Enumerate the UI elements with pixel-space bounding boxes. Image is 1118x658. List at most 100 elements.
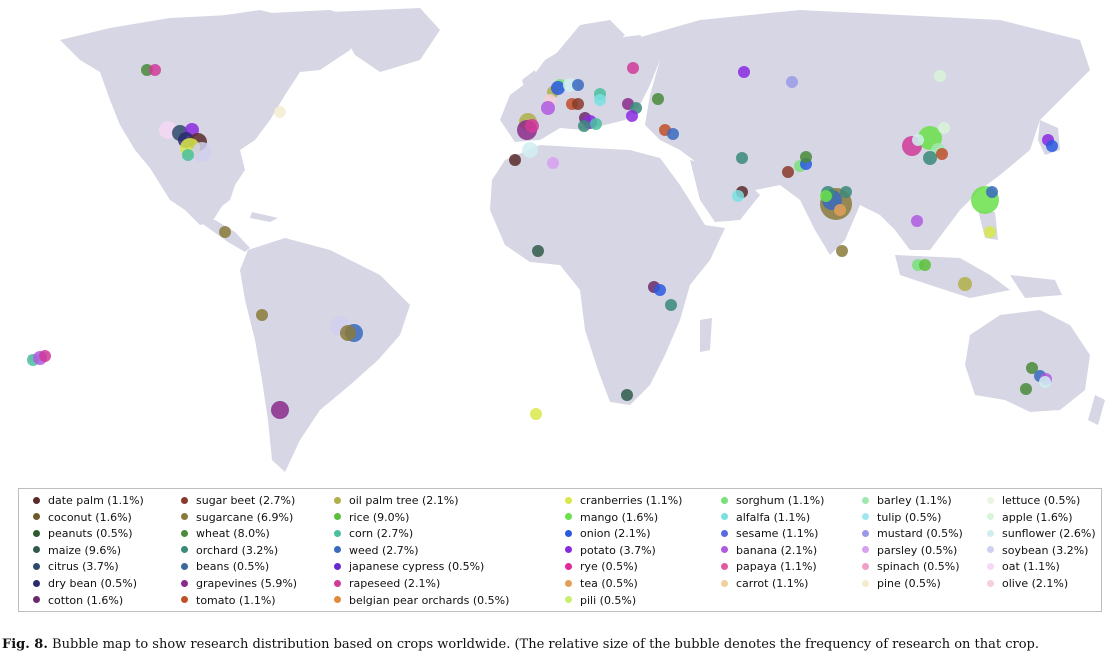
legend-swatch	[334, 546, 341, 554]
bubble-sugar-beet	[572, 98, 584, 110]
legend-label: rice (9.0%)	[349, 510, 410, 524]
legend-swatch	[987, 529, 994, 537]
bubble-corn	[182, 149, 194, 161]
legend-label: sesame (1.1%)	[736, 527, 819, 541]
greenland	[330, 8, 440, 72]
legend-swatch	[987, 496, 994, 504]
bubble-rice	[919, 259, 931, 271]
legend-item: potato (3.7%)	[565, 544, 656, 558]
legend-item: orchard (3.2%)	[181, 544, 278, 558]
legend-item: oil palm tree (2.1%)	[334, 494, 458, 508]
legend-swatch	[987, 513, 994, 521]
north-america-landmass	[60, 10, 360, 225]
legend-label: peanuts (0.5%)	[48, 527, 133, 541]
legend-swatch	[565, 496, 572, 504]
legend-item: apple (1.6%)	[987, 511, 1073, 525]
legend-swatch	[334, 579, 341, 587]
legend-item: corn (2.7%)	[334, 527, 413, 541]
bubble-mustard	[786, 76, 798, 88]
legend-swatch	[33, 529, 40, 537]
africa-landmass	[490, 145, 725, 405]
legend-item: date palm (1.1%)	[33, 494, 144, 508]
bubble-orchard	[736, 152, 748, 164]
legend-item: soybean (3.2%)	[987, 544, 1088, 558]
legend-item: wheat (8.0%)	[181, 527, 270, 541]
legend-item: maize (9.6%)	[33, 544, 121, 558]
bubble-banana	[911, 215, 923, 227]
bubble-banana	[541, 101, 555, 115]
legend-item: sugar beet (2.7%)	[181, 494, 295, 508]
legend-item: sorghum (1.1%)	[721, 494, 824, 508]
legend-item: citrus (3.7%)	[33, 560, 119, 574]
legend-swatch	[862, 496, 869, 504]
legend-item: pili (0.5%)	[565, 594, 636, 608]
legend-label: spinach (0.5%)	[877, 560, 960, 574]
legend-swatch	[987, 546, 994, 554]
legend-swatch	[721, 529, 728, 537]
legend-item: spinach (0.5%)	[862, 560, 960, 574]
legend-item: pine (0.5%)	[862, 577, 941, 591]
legend-swatch	[334, 596, 341, 604]
legend-label: lettuce (0.5%)	[1002, 494, 1081, 507]
british-isles	[522, 70, 540, 100]
legend-label: tea (0.5%)	[580, 577, 638, 590]
legend-label: date palm (1.1%)	[48, 494, 144, 507]
legend-item: olive (2.1%)	[987, 577, 1068, 591]
legend-label: maize (9.6%)	[48, 543, 122, 557]
bubble-apple	[938, 122, 950, 134]
legend-item: rice (9.0%)	[334, 511, 409, 525]
legend-item: mango (1.6%)	[565, 511, 658, 525]
bubble-soybean	[192, 142, 212, 162]
legend-label: belgian pear orchards (0.5%)	[349, 593, 510, 607]
bubble-orchard	[665, 299, 677, 311]
legend-label: japanese cypress (0.5%)	[349, 560, 485, 574]
bubble-parsley	[547, 157, 559, 169]
bubble-sunflower	[912, 134, 924, 146]
legend-item: oat (1.1%)	[987, 560, 1060, 574]
legend-label: dry bean (0.5%)	[48, 577, 137, 590]
legend-item: rapeseed (2.1%)	[334, 577, 440, 591]
legend-item: sunflower (2.6%)	[987, 527, 1096, 541]
bubble-orchard	[923, 151, 937, 165]
legend-swatch	[565, 562, 572, 570]
bubble-onion	[1046, 140, 1058, 152]
legend-item: weed (2.7%)	[334, 544, 419, 558]
legend-item: tulip (0.5%)	[862, 511, 941, 525]
bubble-grapevines	[271, 401, 289, 419]
legend-label: wheat (8.0%)	[196, 527, 270, 541]
legend-label: corn (2.7%)	[349, 527, 414, 541]
bubble-potato	[738, 66, 750, 78]
legend-swatch	[862, 562, 869, 570]
legend-label: mustard (0.5%)	[877, 527, 963, 541]
bubble-sugarcane	[219, 226, 231, 238]
legend-label: cotton (1.6%)	[48, 593, 124, 607]
continents	[28, 8, 1105, 472]
bubble-weed	[986, 186, 998, 198]
legend-item: beans (0.5%)	[181, 560, 269, 574]
bubble-alfalfa	[594, 94, 606, 106]
bubble-wheat	[1020, 383, 1032, 395]
legend-swatch	[181, 546, 188, 554]
legend-swatch	[987, 562, 994, 570]
bubble-wheat	[1026, 362, 1038, 374]
legend-item: rye (0.5%)	[565, 560, 638, 574]
bubble-cranberries	[530, 408, 542, 420]
figure-label: Fig. 8.	[2, 637, 48, 652]
legend-swatch	[334, 496, 341, 504]
legend-label: papaya (1.1%)	[736, 560, 817, 574]
bubble-alfalfa	[732, 190, 744, 202]
legend-item: alfalfa (1.1%)	[721, 511, 810, 525]
bubble-rapeseed	[149, 64, 161, 76]
legend-item: coconut (1.6%)	[33, 511, 132, 525]
legend-swatch	[721, 496, 728, 504]
bubble-sunflower	[522, 142, 538, 158]
legend-item: tea (0.5%)	[565, 577, 638, 591]
bubble-corn	[590, 118, 602, 130]
scandinavia	[555, 20, 625, 70]
legend-item: cotton (1.6%)	[33, 594, 123, 608]
bubble-weed	[572, 79, 584, 91]
legend-label: soybean (3.2%)	[1002, 543, 1089, 557]
bubble-maize	[532, 245, 544, 257]
legend-swatch	[565, 579, 572, 587]
bubble-sugarcane	[836, 245, 848, 257]
